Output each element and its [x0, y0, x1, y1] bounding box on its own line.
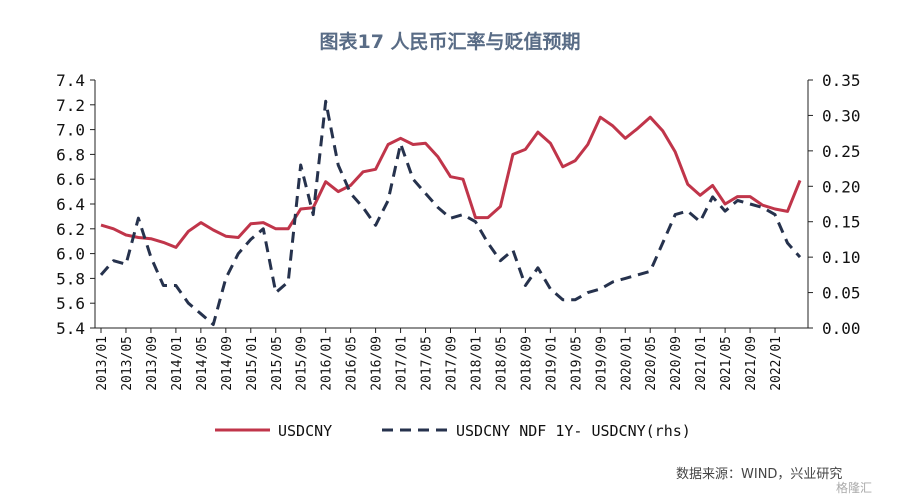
x-tick-label: 2015/05 [270, 336, 285, 391]
legend-label-usdcny: USDCNY [278, 422, 332, 440]
source-note: 数据来源：WIND，兴业研究 [676, 467, 842, 482]
x-tick-label: 2016/05 [345, 336, 360, 391]
x-tick-label: 2014/09 [220, 336, 235, 391]
left-tick-label: 5.4 [56, 319, 85, 338]
x-tick-label: 2021/05 [719, 336, 734, 391]
left-tick-label: 5.6 [56, 294, 85, 313]
x-tick-label: 2015/09 [295, 336, 310, 391]
x-tick-label: 2017/01 [395, 336, 410, 391]
x-tick-label: 2022/01 [769, 336, 784, 391]
x-tick-label: 2017/05 [420, 336, 435, 391]
x-axis-ticks: 2013/01 2013/05 2013/09 2014/01 2014/05 2014/… [95, 328, 784, 391]
left-axis-ticks: 5.4 5.6 5.8 6.0 6.2 6.4 6.6 6.8 7.0 7.2 7.4 [56, 71, 95, 338]
x-tick-label: 2013/09 [145, 336, 160, 391]
x-tick-label: 2018/05 [494, 336, 509, 391]
left-tick-label: 7.0 [56, 121, 85, 140]
x-tick-label: 2016/09 [370, 336, 385, 391]
x-tick-label: 2020/01 [619, 336, 634, 391]
x-tick-label: 2019/05 [569, 336, 584, 391]
left-tick-label: 5.8 [56, 269, 85, 288]
right-tick-label: 0.10 [822, 248, 861, 267]
x-tick-label: 2014/01 [170, 336, 185, 391]
x-tick-label: 2020/05 [644, 336, 659, 391]
right-tick-label: 0.20 [822, 177, 861, 196]
left-tick-label: 7.2 [56, 96, 85, 115]
right-tick-label: 0.30 [822, 106, 861, 125]
legend-label-ndf: USDCNY NDF 1Y- USDCNY(rhs) [456, 422, 691, 440]
x-tick-label: 2021/09 [744, 336, 759, 391]
right-tick-label: 0.25 [822, 142, 861, 161]
right-tick-label: 0.15 [822, 213, 861, 232]
series-line-ndf-spread [99, 99, 802, 326]
right-tick-label: 0.00 [822, 319, 861, 338]
x-tick-label: 2015/01 [245, 336, 260, 391]
left-tick-label: 7.4 [56, 71, 85, 90]
x-tick-label: 2013/01 [95, 336, 110, 391]
x-tick-label: 2017/09 [445, 336, 460, 391]
x-tick-label: 2020/09 [669, 336, 684, 391]
left-tick-label: 6.8 [56, 145, 85, 164]
legend: USDCNY USDCNY NDF 1Y- USDCNY(rhs) [215, 422, 691, 440]
right-axis-ticks: 0.00 0.05 0.10 0.15 0.20 0.25 0.30 0.35 [808, 71, 861, 338]
x-tick-label: 2018/01 [469, 336, 484, 391]
left-tick-label: 6.2 [56, 220, 85, 239]
series-line-usdcny [100, 115, 802, 249]
x-tick-label: 2019/01 [544, 336, 559, 391]
chart-title: 图表17 人民币汇率与贬值预期 [319, 30, 580, 53]
x-tick-label: 2019/09 [594, 336, 609, 391]
left-tick-label: 6.6 [56, 170, 85, 189]
x-tick-label: 2018/09 [519, 336, 534, 391]
x-tick-label: 2021/01 [694, 336, 709, 391]
watermark: 格隆汇 [836, 480, 872, 495]
left-tick-label: 6.0 [56, 245, 85, 264]
x-tick-label: 2014/05 [195, 336, 210, 391]
axes [94, 80, 809, 329]
right-tick-label: 0.35 [822, 71, 861, 90]
right-tick-label: 0.05 [822, 284, 861, 303]
series-layer [99, 99, 802, 326]
x-tick-label: 2013/05 [120, 336, 135, 391]
left-tick-label: 6.4 [56, 195, 85, 214]
x-tick-label: 2016/01 [320, 336, 335, 391]
